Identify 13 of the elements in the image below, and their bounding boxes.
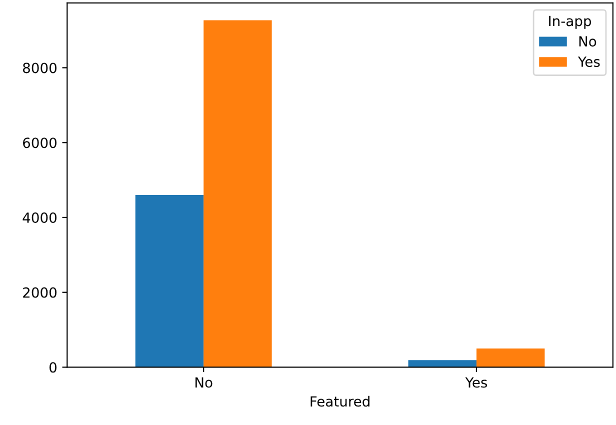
legend-title: In-app	[549, 16, 592, 29]
y-tick-label: 8000	[23, 62, 56, 74]
bar	[204, 20, 272, 368]
legend-label: Yes	[578, 56, 600, 67]
bar	[408, 360, 476, 368]
y-tick-label: 0	[50, 362, 56, 373]
bar	[135, 195, 204, 368]
y-tick-label: 2000	[23, 287, 56, 298]
y-tick-label: 6000	[23, 138, 56, 148]
y-tick-label: 4000	[22, 212, 56, 223]
x-axis-title: Featured	[310, 396, 370, 407]
bar	[476, 348, 545, 368]
legend-label: No	[579, 36, 596, 47]
